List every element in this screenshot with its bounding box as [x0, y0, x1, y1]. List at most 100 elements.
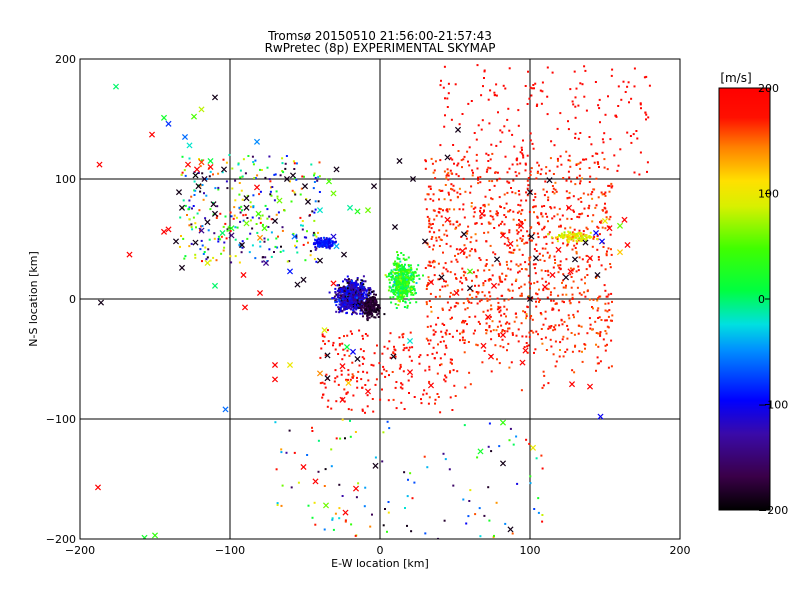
data-dot: [574, 234, 577, 237]
data-dot: [376, 308, 379, 311]
data-dot: [452, 369, 455, 372]
data-dot: [199, 229, 202, 232]
data-dot: [584, 276, 586, 279]
data-dot: [466, 230, 469, 233]
data-cross: [243, 220, 250, 227]
data-cross: [321, 327, 328, 334]
data-dot: [338, 299, 341, 302]
data-dot: [554, 262, 557, 264]
data-dot: [439, 190, 442, 192]
data-dot: [356, 278, 359, 281]
data-dot: [296, 240, 299, 243]
data-dot: [645, 75, 648, 78]
data-dot: [401, 281, 404, 284]
data-dot: [357, 293, 360, 296]
data-dot: [244, 213, 247, 216]
data-dot: [414, 292, 417, 295]
data-dot: [456, 195, 459, 198]
data-dot: [483, 350, 486, 352]
data-dot: [570, 332, 573, 334]
data-dot: [397, 283, 400, 286]
data-dot: [446, 270, 449, 273]
data-dot: [205, 178, 208, 180]
data-dot: [604, 207, 607, 210]
data-dot: [541, 520, 544, 523]
data-dot: [537, 297, 540, 300]
data-dot: [591, 328, 594, 331]
data-dot: [583, 65, 586, 68]
data-dot: [477, 124, 480, 127]
data-dot: [410, 279, 413, 282]
x-tick-label: 100: [520, 544, 541, 557]
data-dot: [369, 287, 372, 290]
colorbar-tick-label: 0: [758, 293, 765, 306]
data-dot: [547, 282, 550, 285]
data-dot: [548, 169, 551, 172]
data-dot: [399, 289, 402, 292]
data-dot: [555, 360, 558, 363]
data-dot: [558, 234, 561, 237]
data-dot: [437, 278, 440, 281]
data-dot: [548, 231, 551, 234]
data-dot: [363, 288, 366, 291]
data-dot: [364, 333, 367, 335]
data-dot: [222, 158, 225, 161]
data-dot: [374, 304, 377, 306]
data-dot: [435, 239, 438, 242]
data-dot: [464, 339, 466, 342]
data-dot: [400, 291, 402, 294]
chart-subtitle: RwPretec (8p) EXPERIMENTAL SKYMAP: [265, 41, 496, 55]
data-dot: [431, 223, 434, 225]
data-dot: [444, 114, 446, 117]
data-dot: [436, 372, 439, 375]
data-dot: [290, 200, 293, 203]
data-dot: [358, 306, 361, 309]
data-dot: [294, 193, 297, 196]
data-dot: [346, 311, 348, 314]
data-dot: [347, 303, 350, 306]
data-dot: [474, 248, 477, 251]
data-dot: [371, 307, 374, 309]
data-dot: [401, 284, 404, 287]
data-dot: [313, 172, 316, 175]
data-dot: [352, 306, 355, 308]
data-dot: [362, 286, 365, 289]
data-dot: [404, 301, 407, 304]
data-dot: [511, 163, 514, 166]
data-dot: [479, 176, 482, 178]
data-dot: [499, 222, 502, 225]
data-dot: [399, 279, 402, 282]
data-dot: [576, 310, 579, 313]
data-dot: [565, 284, 567, 287]
data-dot: [339, 303, 342, 306]
data-dot: [430, 157, 433, 160]
data-dot: [615, 115, 618, 118]
data-dot: [192, 205, 195, 207]
data-dot: [606, 310, 609, 313]
data-dot: [203, 251, 206, 253]
data-dot: [579, 161, 582, 164]
data-dot: [461, 288, 464, 291]
data-dot: [531, 142, 534, 145]
data-dot: [440, 363, 443, 366]
data-dot: [578, 301, 581, 304]
data-dot: [346, 349, 349, 352]
data-dot: [530, 226, 533, 229]
data-dot: [360, 309, 363, 312]
data-dot: [596, 235, 599, 238]
data-dot: [527, 274, 530, 277]
data-dot: [602, 246, 605, 248]
data-dot: [575, 236, 577, 239]
data-dot: [504, 522, 507, 525]
data-dot: [583, 238, 586, 240]
data-dot: [557, 309, 560, 312]
data-dot: [578, 229, 581, 232]
data-dot: [270, 194, 273, 197]
data-dot: [357, 288, 360, 291]
data-dot: [376, 313, 379, 316]
data-dot: [241, 246, 244, 249]
data-dot: [347, 369, 350, 372]
data-dot: [520, 240, 523, 242]
data-dot: [611, 300, 613, 303]
data-dot: [532, 147, 535, 150]
